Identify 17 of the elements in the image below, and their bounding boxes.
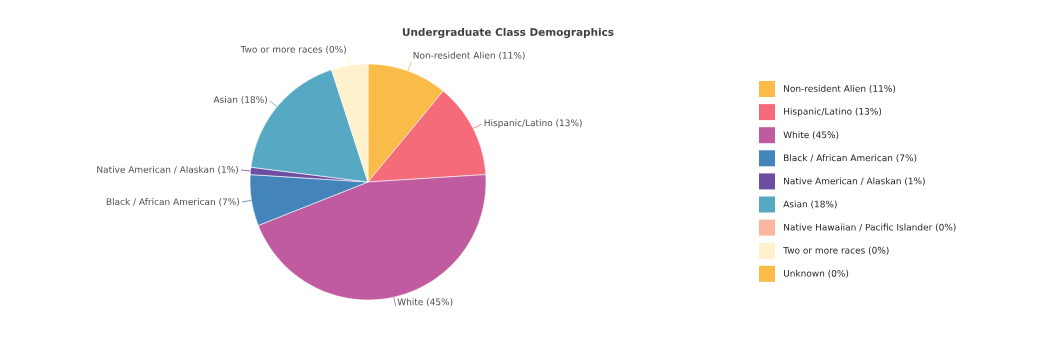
- legend-label: Unknown (0%): [783, 269, 849, 278]
- slice-label: Two or more races (0%): [240, 45, 346, 54]
- legend-label: White (45%): [783, 131, 839, 140]
- legend-label: Non-resident Alien (11%): [784, 85, 896, 93]
- slice-label: White (45%): [397, 298, 453, 307]
- legend-label: Hispanic/Latino (13%): [784, 107, 882, 117]
- slice-label: Native American / Alaskan (1%): [97, 165, 238, 174]
- legend-label: Asian (18%): [783, 200, 837, 209]
- slice-label: Black / African American (7%): [106, 198, 239, 207]
- slice-label: Asian (18%): [213, 96, 267, 105]
- legend-label: Native Hawaiian / Pacific Islander (0%): [784, 223, 956, 232]
- slice-label: Non-resident Alien (11%): [413, 51, 525, 60]
- slice-label: Hispanic/Latino (13%): [484, 119, 582, 128]
- chart-title: Undergraduate Class Demographics: [402, 27, 614, 39]
- legend-label: Two or more races (0%): [783, 246, 889, 255]
- legend-label: Native American / Alaskan (1%): [784, 177, 925, 186]
- legend-label: Black / African American (7%): [784, 154, 917, 163]
